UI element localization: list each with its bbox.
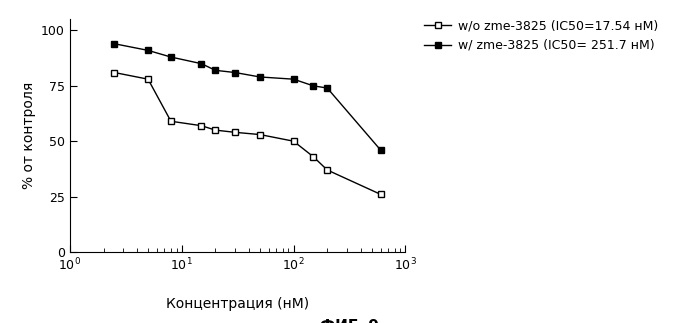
Line: w/ zme-3825 (IC50= 251.7 нМ): w/ zme-3825 (IC50= 251.7 нМ) <box>111 41 384 153</box>
w/ zme-3825 (IC50= 251.7 нМ) <box>289 77 298 81</box>
w/ zme-3825 (IC50= 251.7 нМ) <box>231 71 239 75</box>
Line: w/o zme-3825 (IC50=17.54 нМ): w/o zme-3825 (IC50=17.54 нМ) <box>111 69 384 197</box>
w/o zme-3825 (IC50=17.54 нМ) <box>197 124 206 128</box>
Text: Концентрация (нМ): Концентрация (нМ) <box>166 297 309 311</box>
w/o zme-3825 (IC50=17.54 нМ) <box>166 119 175 123</box>
Legend: w/o zme-3825 (IC50=17.54 нМ), w/ zme-3825 (IC50= 251.7 нМ): w/o zme-3825 (IC50=17.54 нМ), w/ zme-382… <box>419 15 663 57</box>
w/ zme-3825 (IC50= 251.7 нМ) <box>144 48 152 52</box>
w/o zme-3825 (IC50=17.54 нМ) <box>323 168 331 172</box>
w/o zme-3825 (IC50=17.54 нМ) <box>144 77 152 81</box>
w/ zme-3825 (IC50= 251.7 нМ) <box>166 55 175 59</box>
w/o zme-3825 (IC50=17.54 нМ) <box>309 155 317 159</box>
w/o zme-3825 (IC50=17.54 нМ) <box>289 139 298 143</box>
Y-axis label: % от контроля: % от контроля <box>22 82 36 189</box>
w/ zme-3825 (IC50= 251.7 нМ) <box>110 42 119 46</box>
w/ zme-3825 (IC50= 251.7 нМ) <box>211 68 219 72</box>
w/ zme-3825 (IC50= 251.7 нМ) <box>197 62 206 66</box>
w/o zme-3825 (IC50=17.54 нМ) <box>211 128 219 132</box>
Text: ФИГ. 9: ФИГ. 9 <box>320 319 379 323</box>
w/o zme-3825 (IC50=17.54 нМ) <box>377 193 385 196</box>
w/o zme-3825 (IC50=17.54 нМ) <box>231 130 239 134</box>
w/ zme-3825 (IC50= 251.7 нМ) <box>377 148 385 152</box>
w/ zme-3825 (IC50= 251.7 нМ) <box>256 75 264 79</box>
w/o zme-3825 (IC50=17.54 нМ) <box>110 71 119 75</box>
w/ zme-3825 (IC50= 251.7 нМ) <box>323 86 331 90</box>
w/ zme-3825 (IC50= 251.7 нМ) <box>309 84 317 88</box>
w/o zme-3825 (IC50=17.54 нМ) <box>256 133 264 137</box>
